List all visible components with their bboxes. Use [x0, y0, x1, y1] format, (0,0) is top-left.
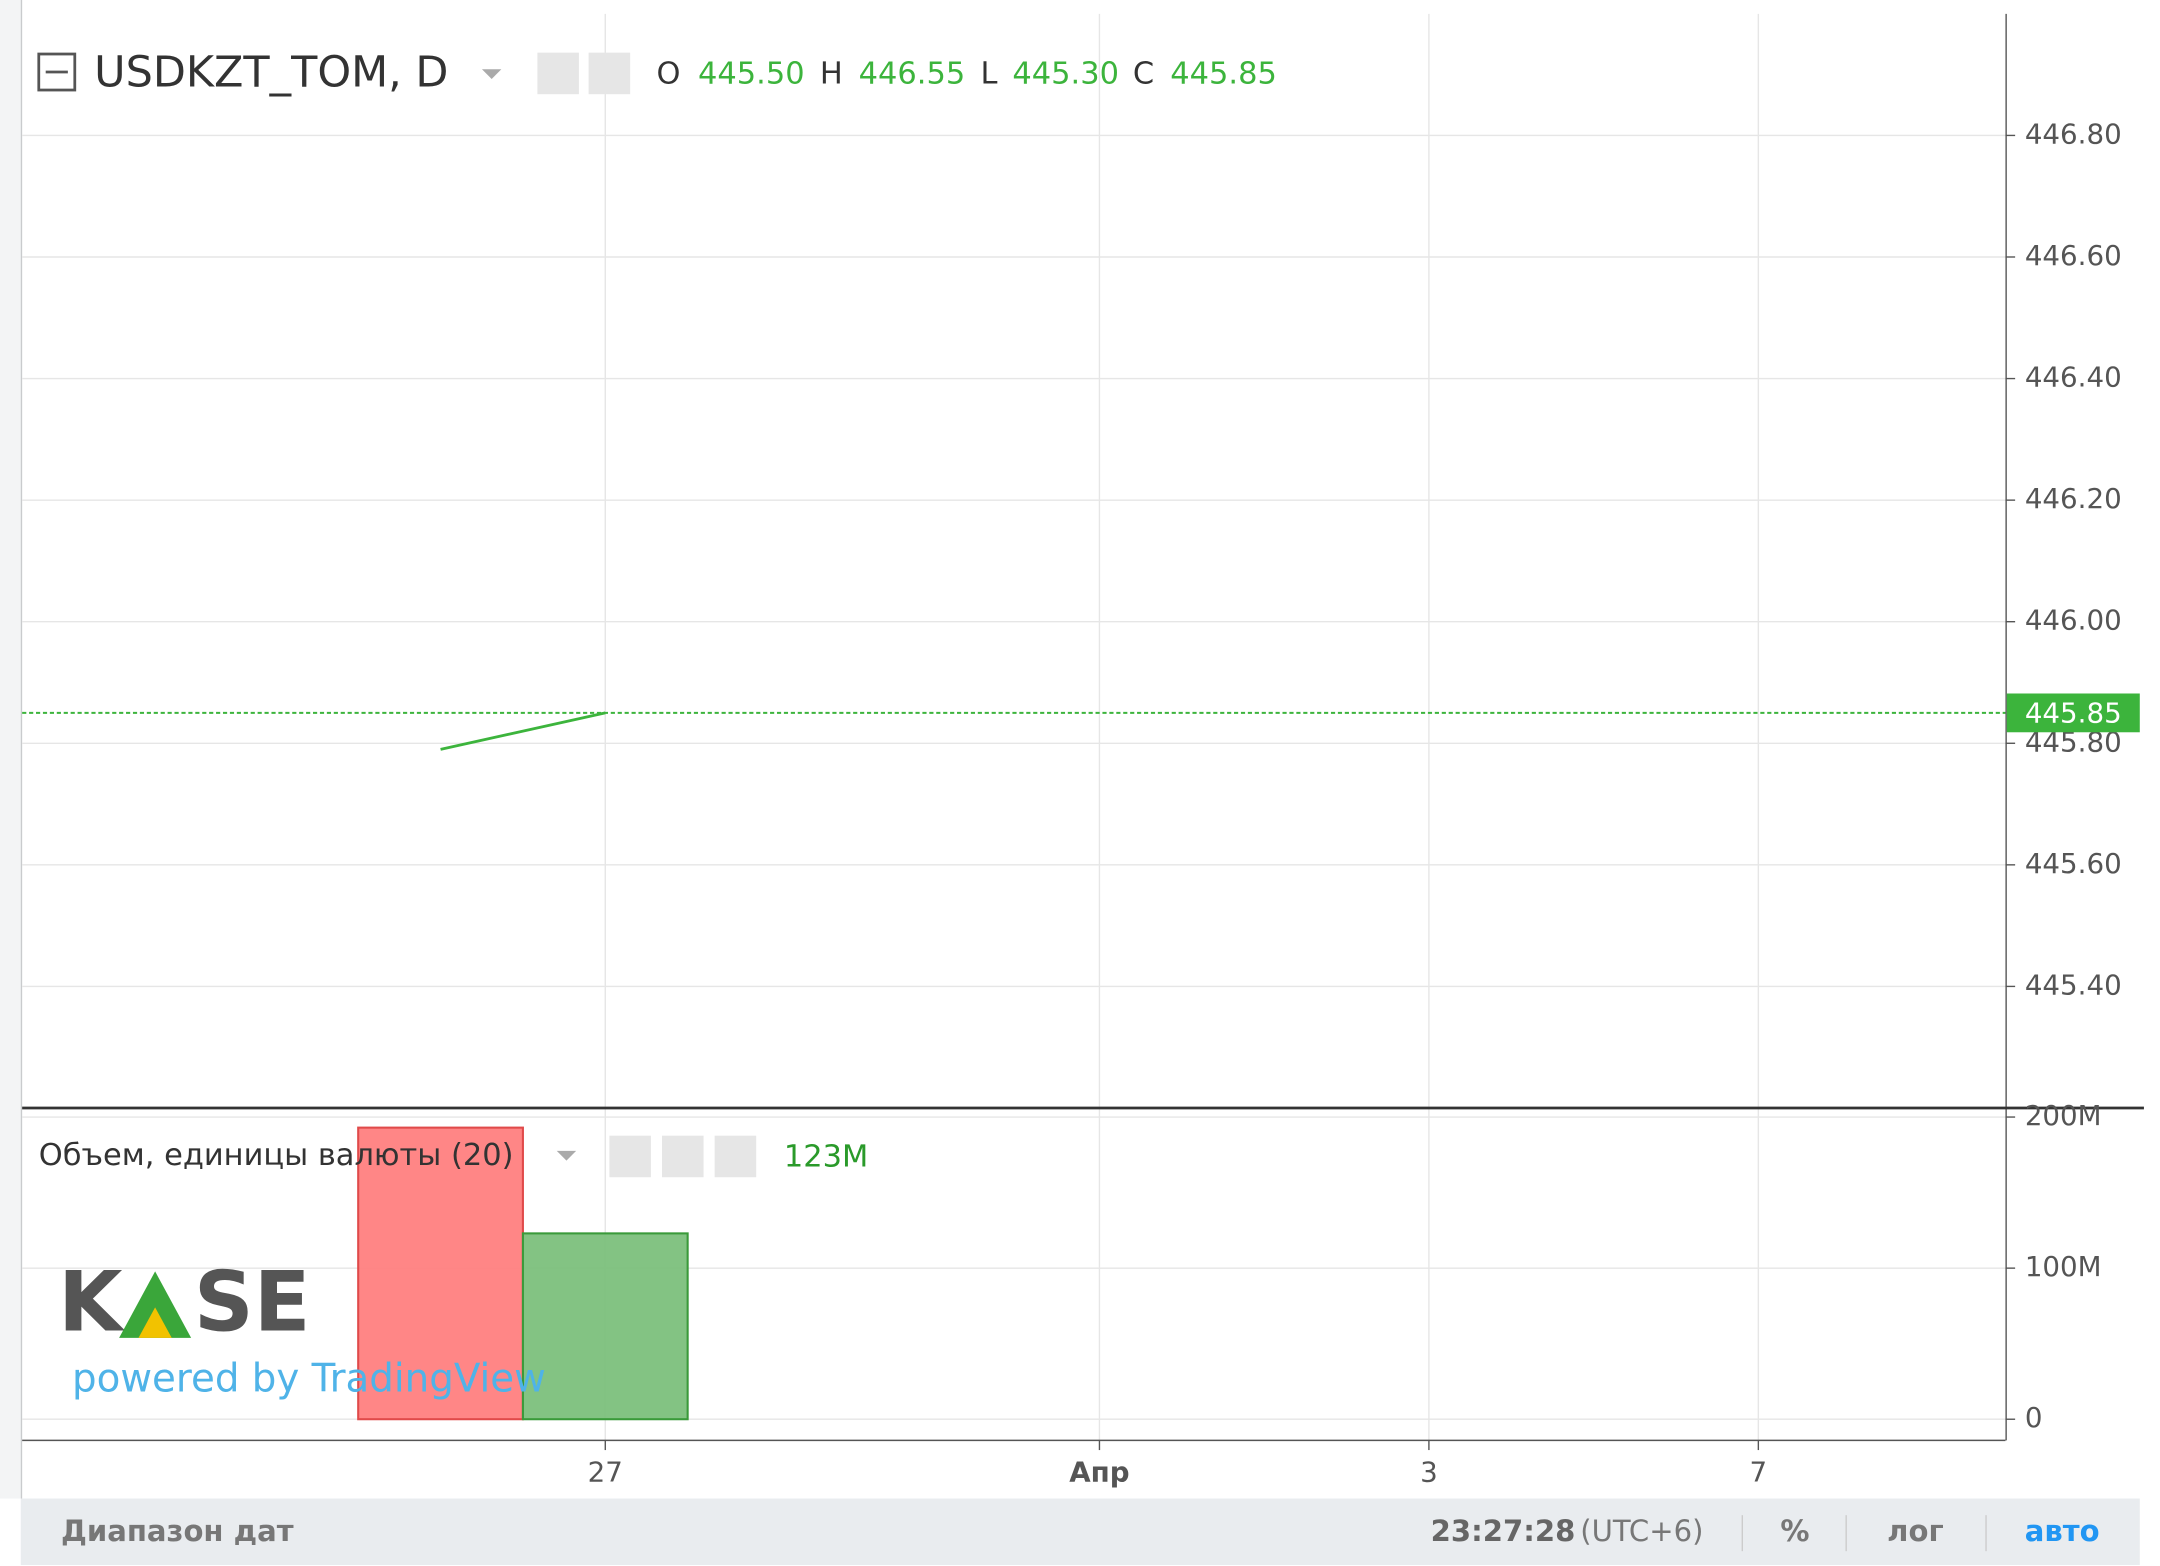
logo-tagline: powered by TradingView [72, 1356, 546, 1401]
footer-bar [20, 1498, 2140, 1566]
y-tick-label: 445.60 [2025, 847, 2122, 880]
left-strip [0, 0, 21, 1499]
date-range-button[interactable]: Диапазон дат [61, 1514, 294, 1548]
y-tick-label: 446.40 [2025, 361, 2122, 394]
settings-button[interactable] [588, 52, 631, 95]
volume-value: 123M [784, 1139, 868, 1174]
percent-button[interactable]: % [1780, 1514, 1809, 1548]
price-line [440, 711, 606, 751]
ohlc-value: 445.50 [698, 56, 805, 91]
y-tick-label: 445.40 [2025, 968, 2122, 1001]
ohlc-value: 445.30 [1012, 56, 1119, 91]
symbol-menu[interactable] [481, 69, 502, 79]
x-tick-label: 7 [1750, 1456, 1768, 1489]
y-tick-label: 446.60 [2025, 239, 2122, 272]
volume-menu[interactable] [556, 1150, 577, 1161]
y-tick-label: 200M [2025, 1099, 2102, 1132]
logo-triangle-inner [138, 1307, 172, 1338]
ohlc-value: 446.55 [859, 56, 966, 91]
auto-button[interactable]: авто [2025, 1514, 2100, 1548]
x-tick-label: Апр [1069, 1456, 1129, 1489]
symbol-title: USDKZT_TOM, D [94, 47, 448, 97]
volume-bar [521, 1232, 689, 1421]
volume-bar [357, 1126, 524, 1421]
x-tick-label: 3 [1420, 1456, 1438, 1489]
y-tick-label: 100M [2025, 1250, 2102, 1283]
ohlc-key: L [981, 56, 998, 91]
ohlc-key: C [1133, 56, 1154, 91]
grid-layer [22, 13, 2006, 1441]
volume-title: Объем, единицы валюты (20) [39, 1138, 514, 1173]
ohlc-key: O [656, 56, 680, 91]
volume-visibility-button[interactable] [609, 1135, 651, 1178]
clock-timezone: (UTC+6) [1580, 1514, 1703, 1548]
y-tick-label: 446.20 [2025, 482, 2122, 515]
visibility-button[interactable] [537, 52, 579, 95]
ohlc-value: 445.85 [1170, 56, 1277, 91]
volume-remove-button[interactable] [714, 1135, 757, 1178]
y-tick-label: 446.00 [2025, 604, 2122, 637]
y-tick-label: 0 [2025, 1401, 2043, 1434]
collapse-button[interactable] [37, 52, 77, 92]
volume-settings-button[interactable] [662, 1135, 704, 1178]
ohlc-key: H [820, 56, 843, 91]
logo-left: K [58, 1253, 125, 1350]
logo-triangle [119, 1271, 192, 1338]
clock-time: 23:27:28 [1431, 1514, 1576, 1548]
last-price-badge [2006, 693, 2140, 733]
last-price-label: 445.85 [2025, 696, 2122, 729]
axes-layer: 27 Апр 3 7 446.80 446.60 446.40 446.20 446.00 445… [588, 117, 2140, 1489]
y-tick-label: 446.80 [2025, 117, 2122, 150]
marks-layer [22, 711, 2006, 1421]
ohlc-legend: O 445.50 H 446.55 L 445.30 C 445.85 [656, 56, 1276, 91]
x-tick-label: 27 [588, 1456, 623, 1489]
logo-right: SE [194, 1253, 311, 1350]
log-button[interactable]: лог [1887, 1514, 1943, 1548]
